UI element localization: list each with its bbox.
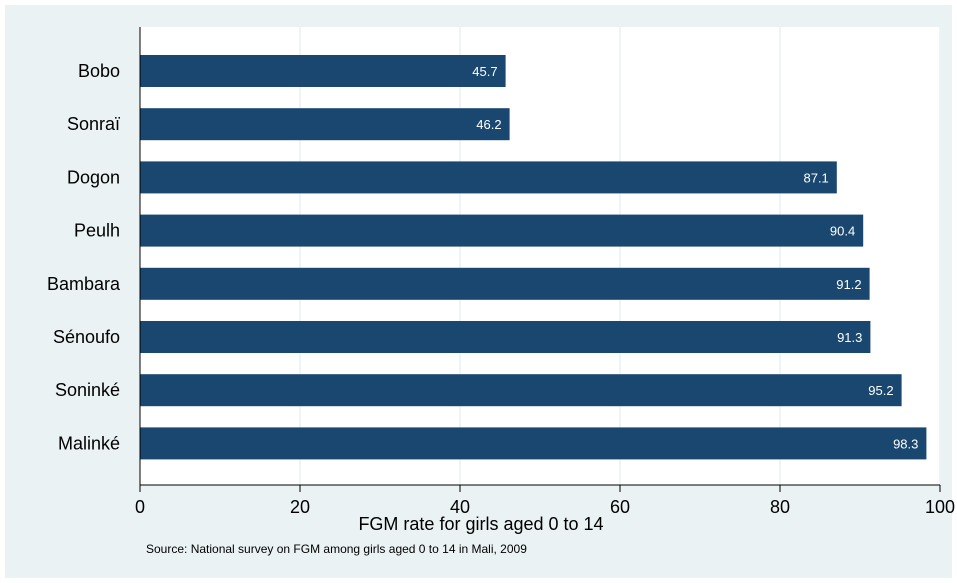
bar [140,108,510,141]
x-tick-label: 60 [610,497,630,517]
x-axis-title: FGM rate for girls aged 0 to 14 [358,514,603,534]
bar [140,161,837,194]
bar-value-label: 95.2 [868,383,893,398]
bar [140,267,870,300]
bar [140,55,506,87]
category-labels: Bobo Sonraï Dogon Peulh Bambara Sénoufo Sonink… [47,61,121,453]
x-tick-label: 80 [770,497,790,517]
bar [140,374,902,407]
bar-value-label: 45.7 [472,64,497,79]
category-label: Peulh [74,221,120,241]
bar [140,427,927,460]
category-label: Soninké [55,380,120,400]
x-tick-label: 20 [290,497,310,517]
grid-lines [299,27,941,485]
bar-value-label: 91.2 [836,277,861,292]
category-label: Bobo [78,61,120,81]
x-tick-label: 0 [135,497,145,517]
category-label: Sénoufo [53,327,120,347]
bars: 45.7 46.2 87.1 90.4 91.2 91.3 95.2 98.3 [140,55,927,460]
x-tick-label: 100 [925,497,955,517]
bar [140,321,871,353]
category-label: Malinké [58,433,120,453]
x-axis-ticks: 0 20 40 60 80 100 [135,485,955,517]
x-tick-label: 40 [450,497,470,517]
bar [140,214,864,247]
category-label: Bambara [47,274,121,294]
bar-value-label: 98.3 [893,436,918,451]
category-label: Dogon [67,167,120,187]
bar-value-label: 46.2 [476,117,501,132]
plot-area [140,27,940,485]
category-label: Sonraï [67,114,120,134]
bar-value-label: 90.4 [830,224,855,239]
source-note: Source: National survey on FGM among gir… [146,542,527,556]
bar-value-label: 91.3 [837,330,862,345]
bar-value-label: 87.1 [803,170,828,185]
